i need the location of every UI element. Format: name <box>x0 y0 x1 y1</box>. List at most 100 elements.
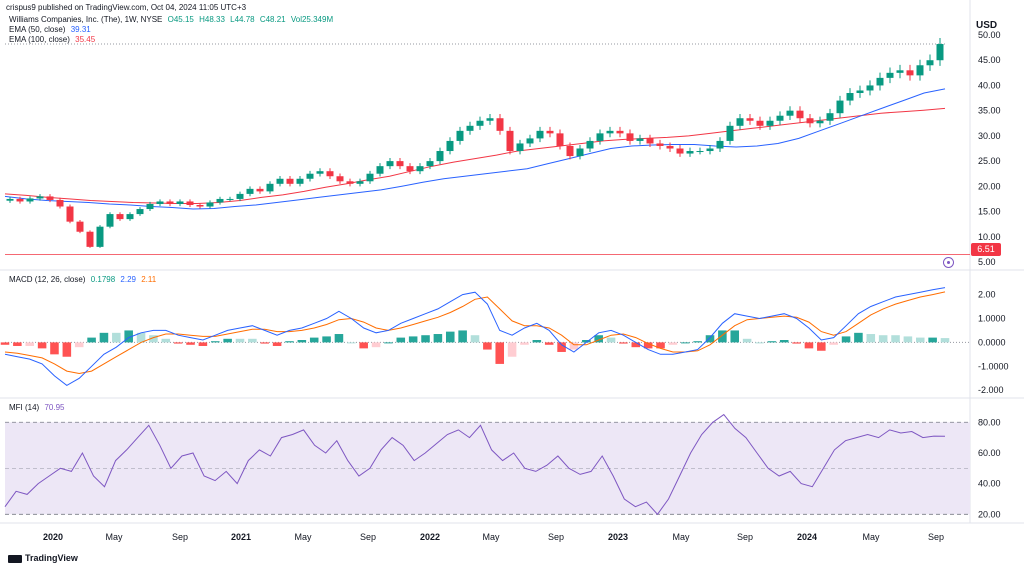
candle <box>306 173 314 179</box>
ema100-label: EMA (100, close) <box>9 35 70 44</box>
candle <box>766 120 774 126</box>
ema50-legend[interactable]: EMA (50, close) 39.31 <box>9 25 94 35</box>
macd-histogram-bar <box>656 342 665 349</box>
candle <box>526 138 534 144</box>
ema100-legend[interactable]: EMA (100, close) 35.45 <box>9 35 98 45</box>
price-axis-tick: 25.00 <box>978 156 1001 166</box>
candle <box>26 198 34 202</box>
macd-histogram-bar <box>359 342 368 349</box>
candle <box>206 202 214 207</box>
candle <box>496 118 504 131</box>
time-axis-tick: 2020 <box>43 532 63 542</box>
price-axis-tick: 10.00 <box>978 232 1001 242</box>
macd-histogram-bar <box>186 342 195 345</box>
candle <box>866 85 874 91</box>
candle <box>536 130 544 139</box>
candle <box>546 130 554 134</box>
mfi-line <box>4 413 946 516</box>
candle <box>226 198 234 200</box>
time-axis-tick: May <box>672 532 690 542</box>
candle <box>626 133 634 141</box>
price-marker-label: 6.51 <box>971 243 1001 256</box>
macd-histogram-bar <box>210 341 220 343</box>
time-axis-tick: Sep <box>172 532 188 542</box>
price-axis-tick: 20.00 <box>978 181 1001 191</box>
candle <box>916 65 924 76</box>
macd-histogram-bar <box>841 336 851 343</box>
macd-histogram-bar <box>582 340 591 343</box>
candle <box>576 148 584 157</box>
candle <box>126 214 134 220</box>
candle <box>806 118 814 124</box>
macd-histogram-bar <box>384 342 393 344</box>
candle <box>726 125 734 141</box>
macd-histogram-bar <box>248 338 257 343</box>
candle <box>476 120 484 126</box>
candle <box>816 120 824 124</box>
macd-histogram-bar <box>136 332 146 343</box>
candle <box>506 130 514 152</box>
macd-histogram-bar <box>532 340 542 343</box>
candle <box>826 113 834 121</box>
candle <box>356 181 364 184</box>
candle <box>386 161 394 167</box>
candle <box>896 70 904 73</box>
macd-histogram-bar <box>606 337 616 343</box>
candle <box>646 138 654 144</box>
candle <box>796 110 804 119</box>
candle <box>176 201 184 204</box>
tradingview-brand: TradingView <box>25 553 78 563</box>
macd-histogram-bar <box>445 331 455 343</box>
macd-histogram-bar <box>903 336 913 343</box>
candle <box>286 178 294 184</box>
candle <box>216 198 224 203</box>
macd-histogram-bar <box>347 342 356 344</box>
macd-histogram-bar <box>730 330 740 343</box>
events-icon[interactable] <box>943 257 954 268</box>
macd-histogram-bar <box>594 335 603 343</box>
candle <box>426 161 434 167</box>
close-value: C48.21 <box>259 15 286 24</box>
macd-histogram-bar <box>13 342 22 346</box>
ema100-line <box>4 107 946 204</box>
candle <box>296 178 304 184</box>
macd-histogram-bar <box>433 334 443 343</box>
candle <box>596 133 604 141</box>
macd-histogram-bar <box>0 342 10 345</box>
mfi-axis-tick: 40.00 <box>978 479 1001 489</box>
candle <box>16 198 24 202</box>
candle <box>76 221 84 232</box>
macd-histogram-bar <box>619 342 628 344</box>
candle <box>486 118 494 121</box>
candle <box>876 77 884 86</box>
mfi-legend[interactable]: MFI (14) 70.95 <box>9 403 68 413</box>
high-value: H48.33 <box>199 15 225 24</box>
time-axis-tick: May <box>482 532 500 542</box>
macd-histogram-bar <box>544 342 554 345</box>
mfi-value: 70.95 <box>44 403 65 412</box>
macd-legend[interactable]: MACD (12, 26, close) 0.1798 2.29 2.11 <box>9 275 159 285</box>
candle <box>906 70 914 76</box>
time-axis-tick: 2021 <box>231 532 251 542</box>
macd-histogram-bar <box>779 340 789 343</box>
candle <box>746 118 754 121</box>
price-axis-tick: 30.00 <box>978 131 1001 141</box>
candle <box>6 198 14 201</box>
macd-histogram-bar <box>643 342 653 349</box>
candle <box>776 115 784 121</box>
macd-axis-tick: 0.0000 <box>978 337 1006 347</box>
ema100-value: 35.45 <box>75 35 96 44</box>
tradingview-logo[interactable]: TradingView <box>8 553 78 563</box>
price-axis-tick: 5.00 <box>978 257 996 267</box>
macd-histogram-bar <box>458 330 467 343</box>
candle <box>436 151 444 162</box>
macd-histogram-bar <box>99 332 109 343</box>
currency-label[interactable]: USD <box>976 20 998 31</box>
mfi-axis-tick: 60.00 <box>978 448 1001 458</box>
candle <box>116 214 124 220</box>
candle <box>146 203 154 210</box>
ema50-label: EMA (50, close) <box>9 25 66 34</box>
candle <box>166 201 174 204</box>
macd-label: MACD (12, 26, close) <box>9 275 86 284</box>
